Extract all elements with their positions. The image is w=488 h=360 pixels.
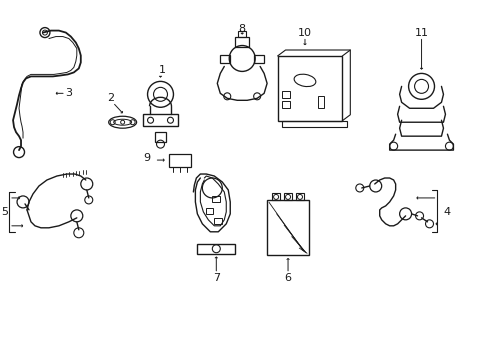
Bar [220, 55, 230, 63]
Bar [254, 55, 264, 63]
Bar [154, 132, 166, 142]
Bar [277, 56, 342, 121]
Text: 8: 8 [238, 24, 245, 33]
Bar [266, 201, 308, 255]
Bar [197, 244, 235, 254]
Text: 7: 7 [212, 273, 220, 283]
Bar [214, 218, 222, 224]
Bar [295, 193, 304, 201]
Bar [169, 154, 191, 167]
Text: 3: 3 [65, 88, 72, 98]
Text: 1: 1 [159, 66, 165, 76]
Bar [284, 193, 291, 201]
Text: 10: 10 [297, 28, 311, 37]
Bar [206, 208, 213, 214]
Bar [271, 193, 280, 201]
Text: 11: 11 [414, 28, 427, 37]
Bar [282, 121, 346, 127]
Text: 2: 2 [107, 93, 114, 103]
Text: 6: 6 [284, 273, 291, 283]
Bar [282, 91, 289, 98]
Bar [317, 96, 323, 108]
Bar [238, 31, 245, 37]
Bar [235, 37, 249, 46]
Text: 5: 5 [1, 207, 9, 217]
Text: 4: 4 [443, 207, 449, 217]
Bar [282, 101, 289, 108]
Bar [212, 196, 220, 202]
Bar [142, 114, 178, 126]
Text: 9: 9 [143, 153, 150, 163]
